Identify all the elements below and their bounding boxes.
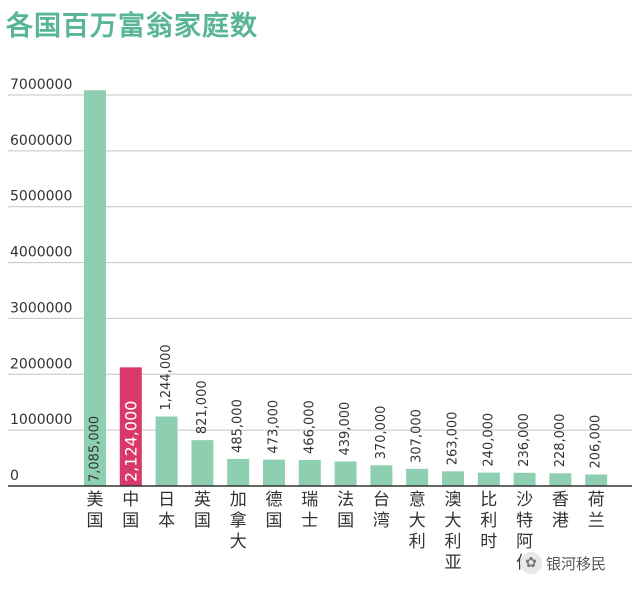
x-tick-label: 法 [337,490,354,510]
bar [585,474,608,486]
x-tick-label: 日 [158,490,175,510]
x-tick-label: 利 [480,511,497,531]
x-tick-label: 亚 [445,553,462,573]
x-tick-label: 香 [552,490,569,510]
x-tick-label: 台 [373,490,390,510]
bar [513,472,536,486]
x-axis-tick-labels: 美国中国日本英国加拿大德国瑞士法国台湾意大利澳大利亚比利时沙特阿伯香港荷兰 [87,490,605,573]
x-tick-label: 荷 [588,490,605,510]
x-tick-label: 德 [266,490,283,510]
x-tick-label: 中 [122,490,139,510]
y-tick-label: 4000000 [10,245,72,261]
x-tick-label: 国 [194,511,211,531]
bars [84,90,608,487]
bar [263,459,285,486]
x-tick-label: 特 [516,511,533,531]
x-tick-label: 澳 [445,490,462,510]
value-label: 473,000 [267,400,282,454]
bar [442,471,464,486]
bar [84,90,106,487]
y-tick-label: 6000000 [10,133,72,149]
value-label: 439,000 [338,402,353,456]
value-label: 263,000 [446,412,461,466]
y-tick-label: 2000000 [10,356,72,372]
value-label: 2,124,000 [121,401,140,482]
bar [119,367,142,486]
value-label: 821,000 [195,380,210,434]
grid-lines [8,94,632,431]
y-tick-label: 1000000 [10,412,72,428]
x-tick-label: 港 [552,511,569,531]
x-tick-label: 湾 [373,511,390,531]
x-tick-label: 时 [480,532,497,552]
x-tick-label: 加 [230,490,247,510]
bar [298,459,321,486]
x-tick-label: 大 [230,532,247,552]
x-tick-label: 国 [122,511,139,531]
value-label: 7,085,000 [88,416,103,482]
value-label: 466,000 [302,400,317,454]
bar [370,465,393,486]
y-tick-label: 0 [10,468,19,484]
value-label: 228,000 [553,413,568,467]
x-tick-label: 兰 [588,511,605,531]
x-tick-label: 沙 [516,490,533,510]
x-tick-label: 国 [266,511,283,531]
y-tick-label: 3000000 [10,300,72,316]
value-label: 307,000 [410,409,425,463]
value-label: 485,000 [231,399,246,453]
bar [406,468,429,486]
bar [334,461,357,486]
watermark-text: 银河移民 [546,554,607,573]
value-label: 206,000 [589,415,604,469]
x-tick-label: 国 [87,511,104,531]
x-tick-label: 利 [445,532,462,552]
x-tick-label: 士 [301,511,318,531]
x-tick-label: 利 [409,532,426,552]
value-label: 236,000 [517,413,532,467]
y-tick-label: 7000000 [10,77,72,93]
x-tick-label: 瑞 [301,490,318,510]
watermark: ✿ 银河移民 [520,552,606,574]
y-tick-label: 5000000 [10,189,72,205]
value-labels: 7,085,000 2,124,000 1,244,000 821,000 485,00… [88,344,604,482]
x-tick-label: 英 [194,490,211,510]
x-tick-label: 大 [445,511,462,531]
x-tick-label: 本 [158,511,175,531]
x-tick-label: 比 [480,490,497,510]
bar [477,472,500,486]
x-tick-label: 大 [409,511,426,531]
x-tick-label: 拿 [230,510,247,531]
wechat-icon: ✿ [520,552,542,574]
chart-title: 各国百万富翁家庭数 [6,11,258,42]
x-tick-label: 阿 [516,532,533,552]
value-label: 240,000 [481,413,496,467]
bar [191,440,214,486]
value-label: 1,244,000 [159,344,174,410]
value-label: 370,000 [374,406,389,460]
bar [227,458,250,486]
y-axis-tick-labels: 0 1000000 2000000 3000000 4000000 5000000 6000… [10,77,72,484]
x-tick-label: 意 [409,490,426,510]
x-tick-label: 国 [337,511,354,531]
bar [549,473,572,486]
x-tick-label: 美 [87,490,104,510]
bar [155,416,178,486]
